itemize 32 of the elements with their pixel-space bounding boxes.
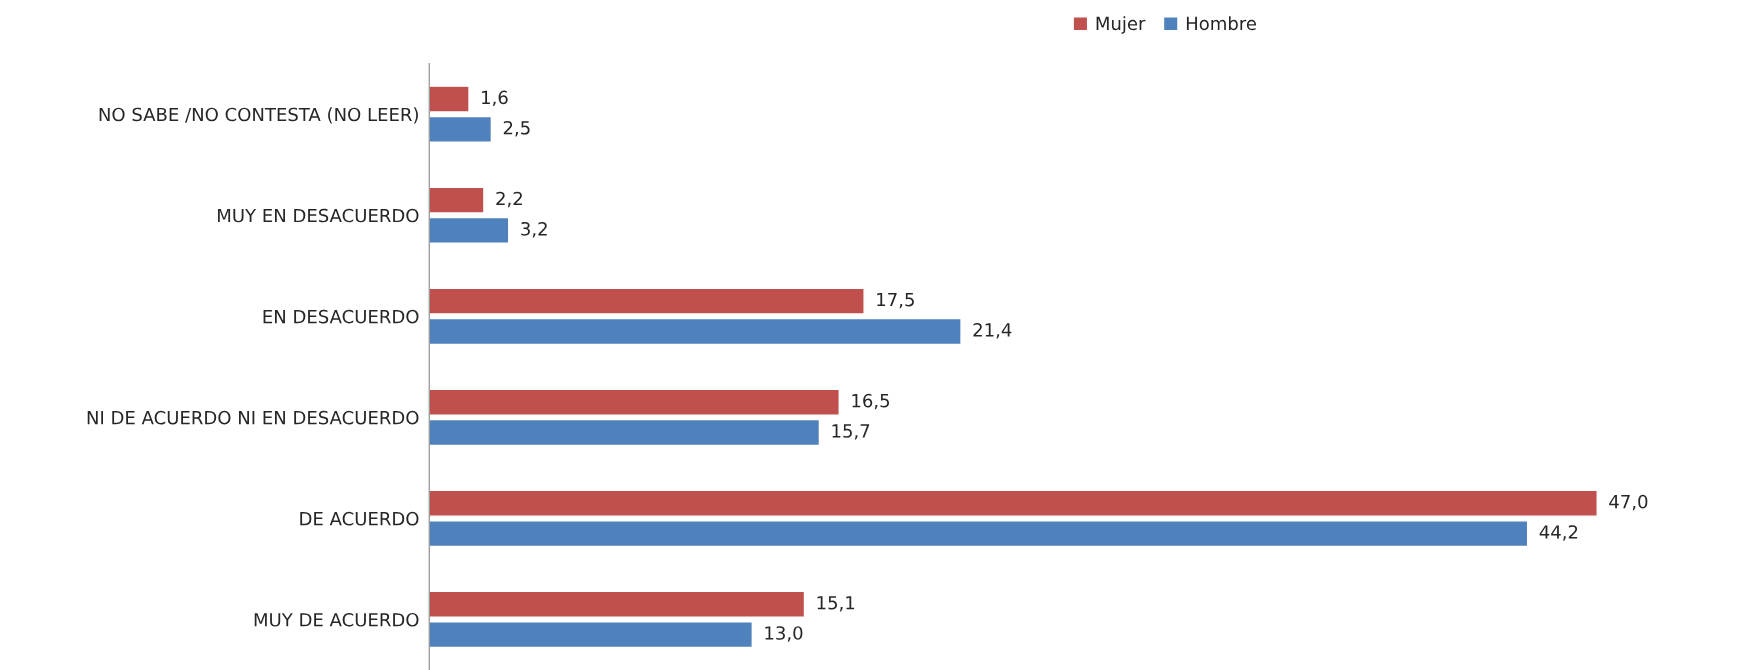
y-tick-label: NO SABE /NO CONTESTA (NO LEER) xyxy=(99,107,418,124)
data-label: 17,5 xyxy=(877,292,914,309)
data-label: 15,7 xyxy=(832,424,870,440)
bar xyxy=(429,519,1529,548)
bar xyxy=(429,317,962,346)
data-label: 13,0 xyxy=(765,626,803,642)
bar xyxy=(429,418,821,447)
data-label: 2,5 xyxy=(503,120,530,137)
legend-label: Mujer xyxy=(1096,16,1146,34)
bar xyxy=(429,287,865,315)
bar xyxy=(429,115,493,143)
y-tick-label: MUY DE ACUERDO xyxy=(254,612,419,627)
bar xyxy=(429,590,806,618)
data-label: 47,0 xyxy=(1609,494,1648,511)
y-tick-label: MUY EN DESACUERDO xyxy=(218,208,419,223)
data-label: 3,2 xyxy=(521,221,547,238)
data-label: 21,4 xyxy=(973,323,1012,339)
bar xyxy=(429,388,840,416)
y-tick-label: NI DE ACUERDO NI EN DESACUERDO xyxy=(87,410,419,425)
bar xyxy=(429,489,1598,517)
data-label: 15,1 xyxy=(817,596,855,612)
y-tick-label: DE ACUERDO xyxy=(300,511,419,526)
data-label: 44,2 xyxy=(1539,525,1578,541)
y-tick-label: EN DESACUERDO xyxy=(263,309,419,324)
data-label: 2,2 xyxy=(496,191,522,208)
data-label: 16,5 xyxy=(852,393,890,410)
bar xyxy=(429,85,470,113)
data-label: 1,6 xyxy=(482,90,508,107)
bar xyxy=(429,186,485,214)
bar xyxy=(429,621,753,649)
legend-label: Hombre xyxy=(1186,16,1256,31)
bar xyxy=(429,216,510,244)
